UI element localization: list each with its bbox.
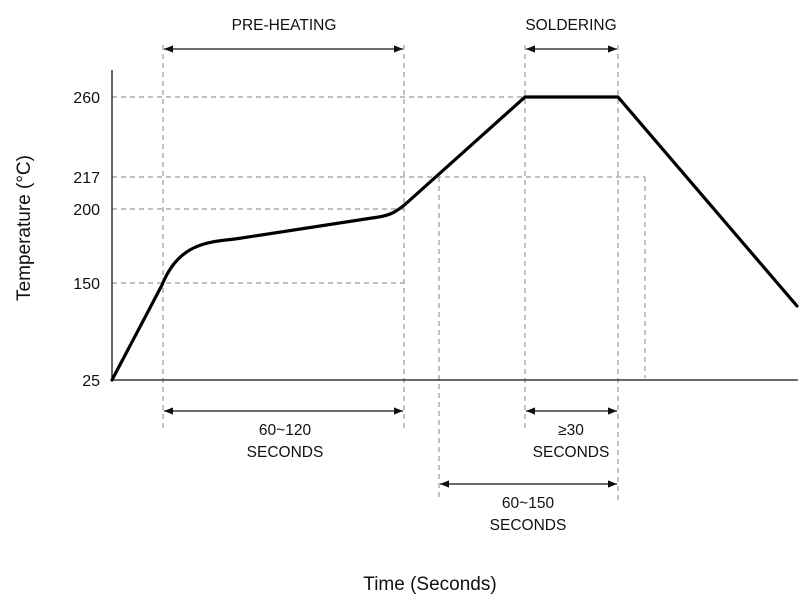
span-60-150-unit: SECONDS	[490, 517, 567, 534]
reflow-profile-curve	[110, 95, 799, 382]
span-60-120-label: 60~120	[259, 422, 312, 439]
soldering-span: SOLDERING	[525, 17, 617, 53]
guide-lines	[112, 45, 646, 500]
span-60-120: 60~120 SECONDS	[164, 407, 403, 461]
span-ge30-label: ≥30	[558, 422, 584, 439]
span-60-150: 60~150 SECONDS	[440, 480, 617, 534]
y-axis-title: Temperature (°C)	[14, 155, 35, 301]
soldering-label: SOLDERING	[525, 17, 616, 34]
span-ge30-unit: SECONDS	[533, 444, 610, 461]
span-60-120-unit: SECONDS	[247, 444, 324, 461]
y-tick-label: 150	[73, 276, 100, 293]
x-axis-title: Time (Seconds)	[363, 574, 496, 595]
y-tick-label: 217	[73, 170, 100, 187]
preheating-span: PRE-HEATING	[164, 17, 403, 53]
y-tick-labels: 260 217 200 150 25	[73, 90, 100, 390]
preheating-label: PRE-HEATING	[232, 17, 337, 34]
y-tick-label: 25	[82, 373, 100, 390]
y-tick-label: 200	[73, 202, 100, 219]
span-60-150-label: 60~150	[502, 495, 555, 512]
y-tick-label: 260	[73, 90, 100, 107]
span-ge30: ≥30 SECONDS	[526, 407, 617, 461]
